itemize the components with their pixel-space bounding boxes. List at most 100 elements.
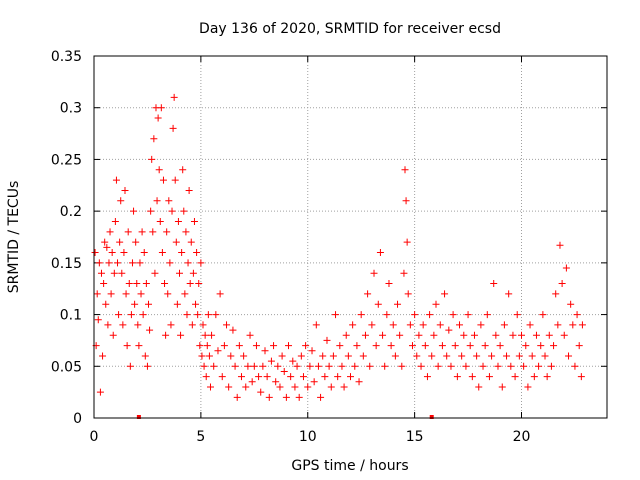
data-point [543,373,551,381]
data-point [263,373,271,381]
data-point [202,373,210,381]
data-point [545,331,553,339]
data-point [145,300,153,308]
data-point [172,238,180,246]
data-point [552,290,560,298]
data-point [578,321,586,329]
data-point [509,331,517,339]
data-point [466,342,474,350]
x-tick-label: 20 [513,429,531,445]
data-point [136,259,144,267]
data-point [344,352,352,360]
data-point [147,207,155,215]
data-point [265,393,273,401]
data-point [214,347,222,355]
data-gap-marker [136,415,141,419]
data-point [165,197,173,205]
data-point [289,357,297,365]
y-tick-label: 0.15 [51,256,82,272]
data-point [153,197,161,205]
data-point [244,362,252,370]
data-point [417,362,425,370]
data-point [349,321,357,329]
data-point [137,290,145,298]
data-point [451,342,459,350]
data-point [272,378,280,386]
data-point [432,300,440,308]
data-point [383,311,391,319]
y-tick-label: 0.2 [60,204,82,220]
data-point [110,269,118,277]
data-point [413,352,421,360]
data-point [118,269,126,277]
data-point [338,362,346,370]
data-point [411,311,419,319]
data-point [178,249,186,257]
data-point [462,362,470,370]
data-point [116,238,124,246]
data-point [246,331,254,339]
y-tick-label: 0 [73,411,82,427]
data-point [117,197,125,205]
data-point [302,342,310,350]
data-point [347,373,354,381]
data-point [176,269,183,277]
data-point [494,362,502,370]
data-point [374,300,382,308]
data-point [120,249,128,257]
data-point [327,383,335,391]
data-point [535,362,543,370]
data-point [259,362,267,370]
data-point [200,362,208,370]
data-point [104,321,112,329]
data-point [123,342,131,350]
data-point [166,259,174,267]
data-point [473,352,481,360]
data-point [488,352,496,360]
data-point [102,300,110,308]
data-point [261,347,269,355]
data-point [148,155,156,163]
data-point [167,321,175,329]
data-point [460,331,468,339]
data-point [267,357,275,365]
data-point [96,388,104,396]
data-point [291,383,299,391]
data-point [276,383,284,391]
data-point [190,217,198,225]
data-point [539,311,547,319]
data-gap-markers [136,415,434,419]
data-point [477,321,485,329]
data-point [119,321,127,329]
data-point [111,217,119,225]
data-point [146,326,154,334]
data-point [252,342,260,350]
data-point [274,362,282,370]
data-point [526,321,534,329]
data-point [556,241,564,249]
data-point [554,321,562,329]
data-point [135,342,143,350]
data-point [100,280,108,288]
data-point [201,331,209,339]
data-point [206,383,214,391]
data-point [297,352,305,360]
data-point [105,259,113,267]
data-point [121,186,129,194]
data-point [443,352,451,360]
data-point [351,362,359,370]
data-point [143,362,151,370]
data-point [94,316,102,324]
data-point [398,362,406,370]
data-point [453,373,461,381]
data-point [321,373,329,381]
data-point [127,311,135,319]
data-point [449,311,457,319]
data-point [372,342,380,350]
data-point [159,176,167,184]
data-point [500,321,508,329]
data-point [192,300,200,308]
data-point [218,373,226,381]
data-point [198,352,206,360]
data-point [406,321,414,329]
